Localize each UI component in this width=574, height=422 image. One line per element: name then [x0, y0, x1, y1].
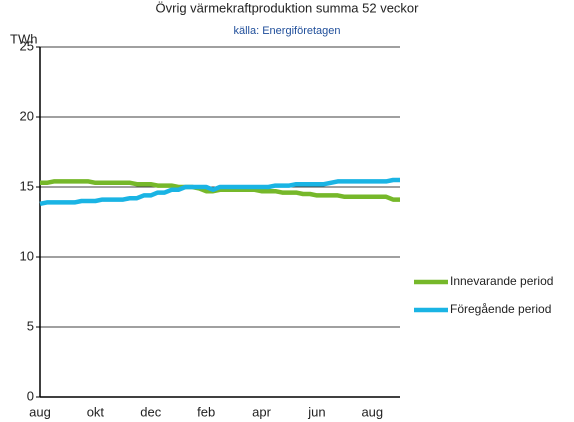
- x-tick-label: apr: [252, 404, 271, 419]
- y-tick-label: 0: [27, 388, 34, 403]
- x-tick-label: jun: [307, 404, 325, 419]
- y-tick-label: 10: [20, 248, 34, 263]
- chart-subtitle: källa: Energiföretagen: [233, 25, 340, 37]
- y-tick-label: 25: [20, 38, 34, 53]
- chart-title: Övrig värmekraftproduktion summa 52 veck…: [156, 0, 420, 15]
- x-tick-label: dec: [140, 404, 161, 419]
- x-tick-label: aug: [29, 404, 51, 419]
- x-tick-label: okt: [87, 404, 105, 419]
- y-tick-label: 15: [20, 178, 34, 193]
- legend-label: Innevarande period: [450, 274, 553, 288]
- x-tick-label: aug: [361, 404, 383, 419]
- line-series: [40, 179, 400, 202]
- y-axis-label: TWh: [10, 31, 37, 46]
- y-tick-label: 5: [27, 318, 34, 333]
- legend-label: Föregående period: [450, 302, 551, 316]
- x-tick-label: feb: [197, 404, 215, 419]
- line-series: [39, 177, 400, 207]
- y-tick-label: 20: [20, 108, 34, 123]
